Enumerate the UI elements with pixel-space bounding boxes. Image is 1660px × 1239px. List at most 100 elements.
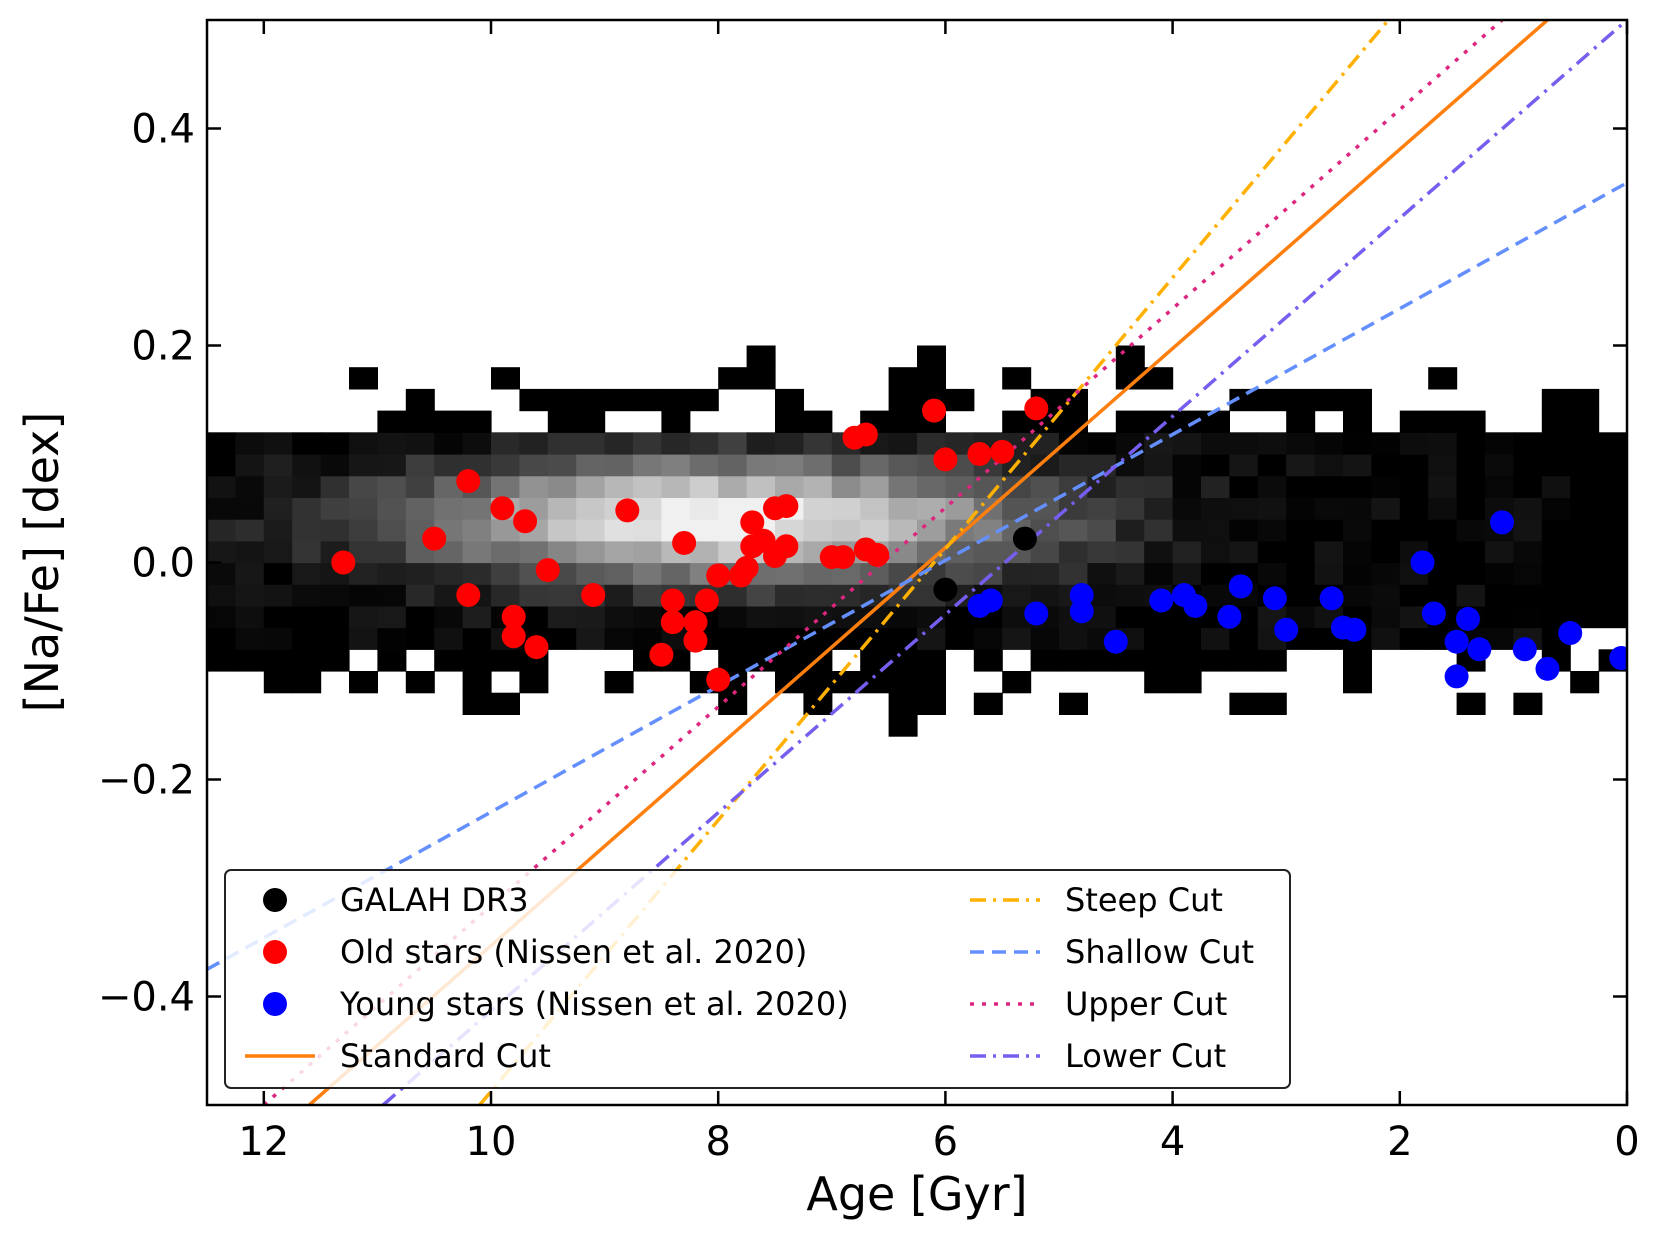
density-cell — [718, 454, 748, 477]
density-cell — [1570, 454, 1600, 477]
density-cell — [1087, 584, 1117, 607]
density-cell — [1172, 540, 1202, 564]
density-cell — [604, 671, 634, 694]
density-cell — [888, 432, 918, 455]
density-cell — [803, 584, 833, 607]
point-old — [740, 510, 765, 535]
density-cell — [292, 519, 322, 542]
density-cell — [1399, 497, 1429, 520]
density-cell — [860, 649, 890, 672]
density-cell — [434, 605, 464, 629]
density-cell — [491, 367, 520, 390]
density-cell — [633, 388, 662, 412]
density-cell — [349, 562, 378, 585]
density-cell — [320, 454, 350, 477]
point-old — [331, 550, 356, 575]
density-cell — [576, 605, 606, 629]
density-cell — [1059, 388, 1088, 412]
density-cell — [1172, 432, 1202, 455]
x-axis-title: Age [Gyr] — [806, 1167, 1027, 1221]
density-cell — [434, 410, 464, 433]
point-old — [513, 509, 538, 534]
density-cell — [604, 627, 634, 650]
density-cell — [973, 627, 1003, 650]
density-cell — [1087, 649, 1117, 672]
density-cell — [1343, 388, 1372, 412]
density-cell — [1002, 497, 1032, 520]
density-cell — [1229, 692, 1259, 715]
density-cell — [1456, 410, 1486, 433]
density-cell — [235, 497, 265, 520]
density-cell — [1343, 497, 1372, 520]
density-cell — [633, 605, 662, 629]
density-cell — [1598, 432, 1627, 455]
density-cell — [1314, 388, 1344, 412]
point-young — [1535, 656, 1560, 681]
density-cell — [349, 584, 378, 607]
density-cell — [689, 519, 719, 542]
density-cell — [888, 692, 918, 715]
density-cell — [519, 475, 549, 498]
density-cell — [633, 475, 662, 498]
point-old — [774, 494, 799, 519]
density-cell — [831, 454, 861, 477]
density-cell — [235, 649, 265, 672]
density-cell — [1513, 605, 1543, 629]
density-cell — [1570, 605, 1600, 629]
density-cell — [320, 605, 350, 629]
density-cell — [945, 497, 975, 520]
density-cell — [320, 584, 350, 607]
density-cell — [633, 584, 662, 607]
density-cell — [1456, 497, 1486, 520]
density-cell — [349, 454, 378, 477]
density-cell — [746, 345, 776, 368]
density-cell — [1485, 584, 1514, 607]
density-cell — [1456, 584, 1486, 607]
density-cell — [292, 540, 322, 564]
density-cell — [1399, 627, 1429, 650]
point-old — [922, 398, 947, 423]
x-tick-label: 6 — [933, 1119, 958, 1165]
density-cell — [1144, 475, 1174, 498]
density-cell — [405, 627, 435, 650]
density-cell — [888, 605, 918, 629]
density-cell — [604, 540, 634, 564]
density-cell — [1201, 627, 1230, 650]
density-cell — [1087, 519, 1117, 542]
density-cell — [1087, 562, 1117, 585]
point-old — [649, 642, 674, 667]
point-old — [524, 635, 549, 660]
density-cell — [973, 540, 1003, 564]
density-cell — [1286, 584, 1316, 607]
point-young — [1274, 617, 1299, 642]
density-cell — [320, 627, 350, 650]
density-cell — [1371, 432, 1401, 455]
density-cell — [405, 410, 435, 433]
density-cell — [945, 388, 975, 412]
density-cell — [491, 519, 520, 542]
density-cell — [803, 454, 833, 477]
density-cell — [207, 475, 236, 498]
density-cell — [803, 692, 833, 715]
point-young — [1149, 588, 1174, 613]
density-cell — [1201, 454, 1230, 477]
density-cell — [1371, 605, 1401, 629]
density-cell — [235, 475, 265, 498]
density-cell — [1201, 475, 1230, 498]
density-cell — [405, 584, 435, 607]
point-young — [1319, 586, 1344, 611]
density-cell — [434, 584, 464, 607]
x-tick-label: 0 — [1614, 1119, 1639, 1165]
density-cell — [263, 475, 293, 498]
density-cell — [718, 605, 748, 629]
density-cell — [1343, 671, 1372, 694]
density-cell — [292, 475, 322, 498]
legend-label: GALAH DR3 — [340, 881, 529, 919]
density-cell — [1371, 454, 1401, 477]
density-cell — [1314, 519, 1344, 542]
density-cell — [803, 497, 833, 520]
density-cell — [547, 388, 577, 412]
density-cell — [1059, 519, 1088, 542]
point-young — [978, 588, 1003, 613]
point-old — [422, 526, 447, 551]
